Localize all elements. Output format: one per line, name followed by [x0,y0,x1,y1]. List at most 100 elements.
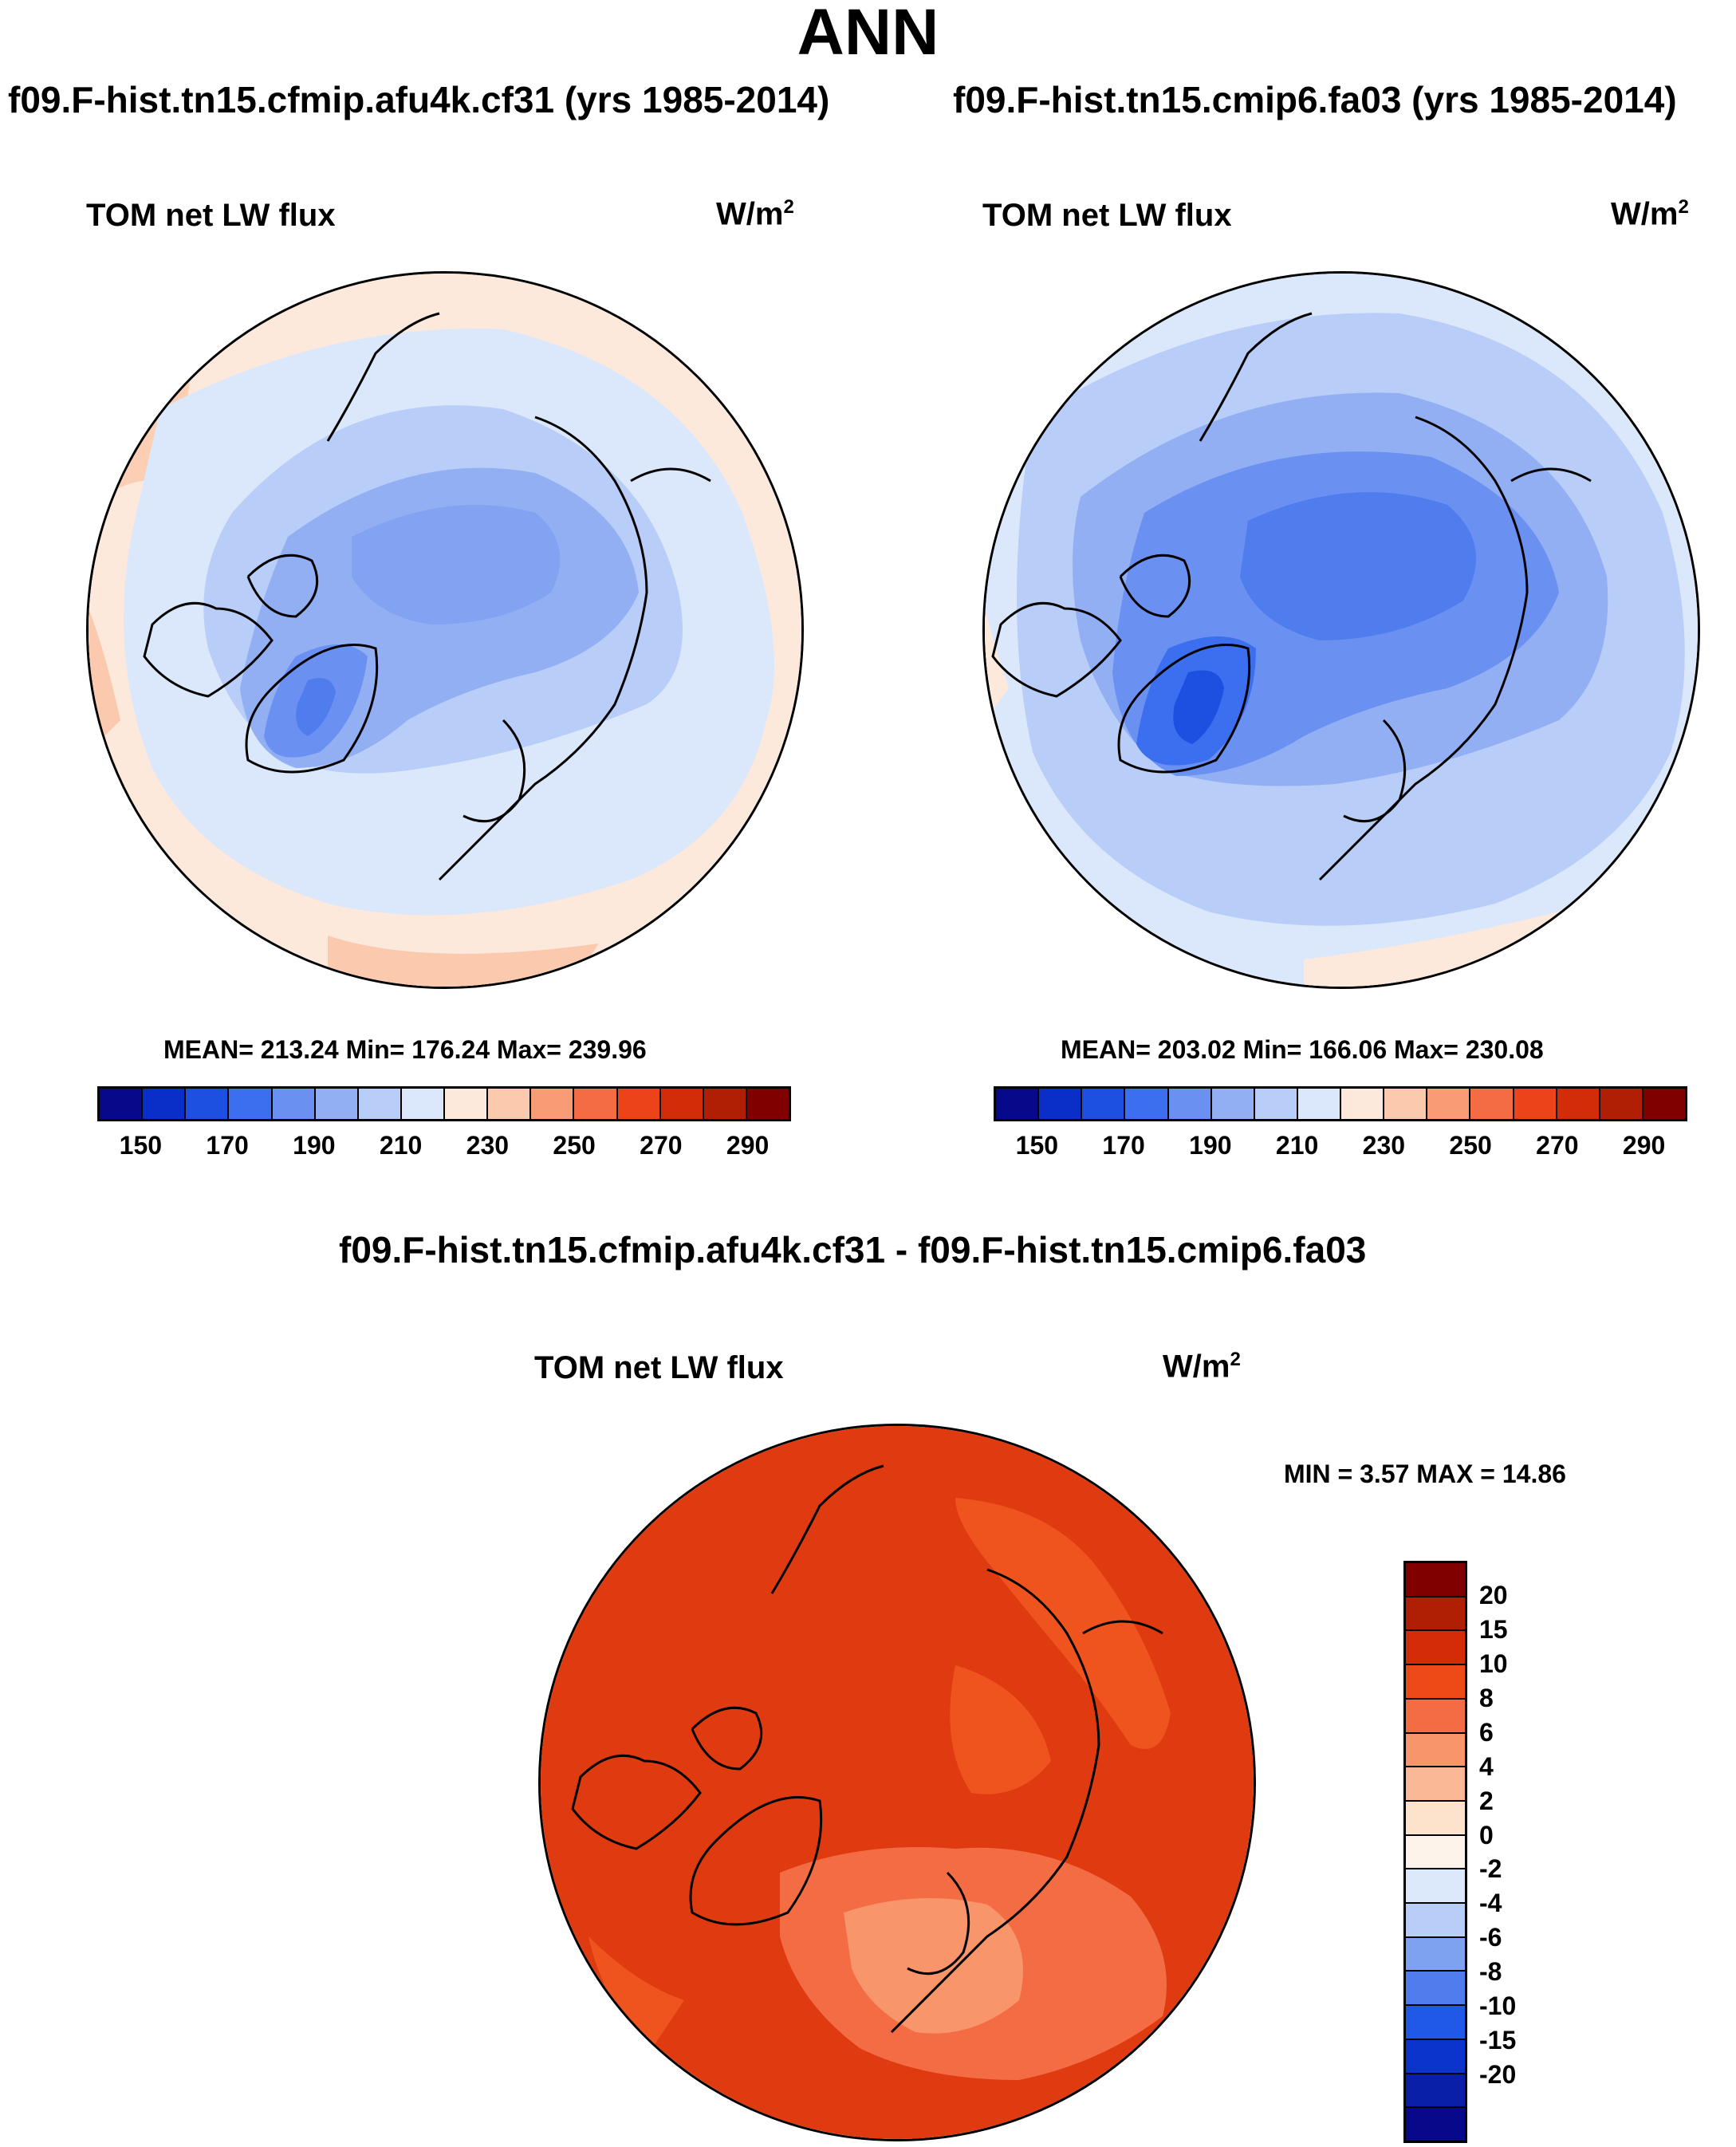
diff-colorbar-tick-label: -2 [1479,1854,1502,1884]
panel1-field-185 [352,505,561,624]
cb2-swatch-6 [1254,1089,1298,1119]
diff-colorbar-swatch-1 [1406,1597,1465,1632]
panel1-variable-label: TOM net LW flux [86,198,336,233]
panel2-polar-map [982,271,1700,989]
cb2-swatch-9 [1384,1089,1428,1119]
cb2-ticks-label: 290 [1622,1131,1666,1160]
cb1-swatch-15 [746,1089,789,1119]
diff-colorbar-swatch-5 [1406,1733,1465,1768]
cb2-swatch-7 [1297,1089,1341,1119]
panel2-case-title: f09.F-hist.tn15.cmip6.fa03 (yrs 1985-201… [953,79,1677,120]
cb1-swatch-14 [703,1089,747,1119]
diff-contour-field [541,1426,1254,2139]
cb2-swatch-14 [1600,1089,1643,1119]
cb2-swatch-5 [1211,1089,1255,1119]
diff-colorbar-tick-label: -8 [1479,1957,1502,1987]
cb2-ticks-label: 210 [1275,1131,1319,1160]
diff-colorbar-swatch-0 [1406,1563,1465,1597]
cb2-swatch-10 [1427,1089,1471,1119]
diff-coastlines [571,1464,1163,2034]
diff-colorbar-tick-label: -6 [1479,1923,1502,1952]
cb1-swatch-2 [186,1089,230,1119]
diff-colorbar-tick-label: 8 [1479,1683,1494,1712]
cb1-swatch-3 [229,1089,273,1119]
cb1-swatch-1 [143,1089,187,1119]
cb1-ticks-label: 150 [119,1131,163,1160]
diff-colorbar-swatch-10 [1406,1904,1465,1938]
cb1-ticks-label: 170 [206,1131,249,1160]
cb1-swatch-6 [358,1089,402,1119]
cb1-swatch-13 [660,1089,704,1119]
cb2-ticks-label: 250 [1449,1131,1492,1160]
diff-colorbar-swatch-9 [1406,1869,1465,1905]
cb2-swatch-2 [1082,1089,1126,1119]
cb2-swatch-1 [1039,1089,1083,1119]
diff-colorbar-tick-label: -15 [1479,2026,1517,2055]
panel1-contour-field [89,274,801,987]
cb2-ticks-label: 170 [1102,1131,1145,1160]
diff-colorbar-swatch-16 [1406,2108,1465,2141]
cb2-ticks-label: 150 [1015,1131,1059,1160]
cb2-ticks-label: 270 [1536,1131,1579,1160]
panel1-coastlines [143,312,711,881]
diff-colorbar-tick-label: 6 [1479,1717,1494,1747]
diff-colorbar-tick-label: 20 [1479,1580,1508,1609]
panel2-contour-field [985,274,1698,987]
diff-colorbar-tick-label: 15 [1479,1614,1508,1644]
diff-colorbar-tick-label: -4 [1479,1889,1502,1918]
panel1-polar-map [86,271,804,989]
diff-field-10-a [955,1498,1171,1749]
cb1-ticks-label: 190 [293,1131,336,1160]
diff-field-6 [844,1898,1023,2034]
panel2-stats: MEAN= 203.02 Min= 166.06 Max= 230.08 [1061,1035,1544,1064]
diff-colorbar-swatch-7 [1406,1801,1465,1836]
panel2-colorbar [994,1086,1687,1121]
diff-colorbar-swatch-11 [1406,1937,1465,1972]
diff-colorbar-tick-label: 0 [1479,1820,1494,1850]
figure-title: ANN [797,0,939,69]
cb1-ticks-label: 270 [640,1131,683,1160]
diff-colorbar-tick-label: 10 [1479,1649,1508,1678]
cb2-ticks-label: 230 [1362,1131,1406,1160]
cb1-swatch-4 [272,1089,316,1119]
cb1-ticks-label: 250 [553,1131,596,1160]
diff-stats: MIN = 3.57 MAX = 14.86 [1284,1460,1566,1488]
cb2-swatch-13 [1557,1089,1600,1119]
cb1-ticks-label: 210 [379,1131,423,1160]
diff-polar-map [538,1424,1256,2141]
panel2-field-175 [1240,492,1476,640]
cb2-ticks-label: 190 [1189,1131,1232,1160]
panel2-field-230-a [985,609,1009,720]
panel2-units-label: W/m2 [1611,196,1689,232]
diff-colorbar-tick-label: 2 [1479,1786,1494,1815]
diff-colorbar-swatch-14 [1406,2039,1465,2074]
diff-colorbar-swatch-8 [1406,1835,1465,1870]
cb2-swatch-4 [1168,1089,1212,1119]
diff-colorbar-tick-label: -20 [1479,2060,1517,2090]
diff-colorbar-swatch-13 [1406,2006,1465,2040]
diff-colorbar-swatch-4 [1406,1699,1465,1734]
diff-colorbar-tick-label: -10 [1479,1991,1517,2021]
cb1-swatch-8 [445,1089,489,1119]
cb1-swatch-11 [574,1089,618,1119]
diff-colorbar-tick-label: 4 [1479,1751,1494,1781]
cb1-ticks-label: 290 [726,1131,770,1160]
panel1-field-176 [296,678,336,736]
cb1-swatch-12 [617,1089,661,1119]
cb2-swatch-12 [1514,1089,1557,1119]
cb1-swatch-0 [100,1089,144,1119]
cb2-swatch-0 [996,1089,1040,1119]
panel2-field-166 [1173,670,1224,744]
cb1-swatch-5 [315,1089,359,1119]
diff-colorbar [1403,1561,1467,2143]
diff-colorbar-swatch-2 [1406,1631,1465,1666]
diff-colorbar-swatch-3 [1406,1665,1465,1700]
diff-field-10-b [950,1665,1051,1794]
panel1-case-title: f09.F-hist.tn15.cfmip.afu4k.cf31 (yrs 19… [8,79,830,120]
panel1-field-250-c [328,936,599,987]
panel2-coastlines [991,312,1592,881]
cb2-swatch-8 [1341,1089,1385,1119]
cb1-swatch-10 [531,1089,575,1119]
cb1-swatch-7 [401,1089,445,1119]
cb2-swatch-3 [1125,1089,1169,1119]
